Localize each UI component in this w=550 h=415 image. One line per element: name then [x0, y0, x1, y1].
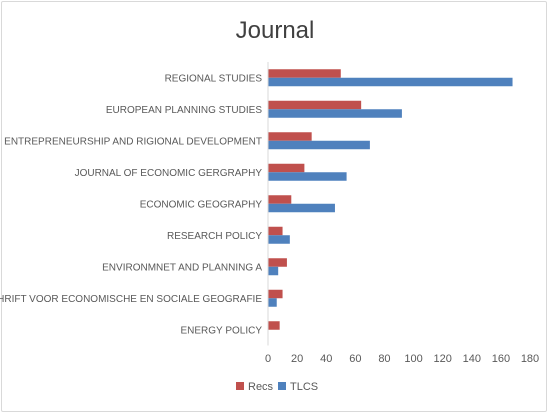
legend-swatch-recs [236, 382, 244, 390]
legend-label-recs: Recs [248, 381, 274, 393]
bars-group [268, 69, 513, 330]
x-tick-label-5: 100 [404, 353, 422, 365]
category-label-8: ENERGY POLICY [180, 325, 262, 336]
bar-tlcs-5 [268, 235, 290, 244]
category-label-3: JOURNAL OF ECONOMIC GERGRAPHY [75, 168, 263, 179]
x-tick-label-7: 140 [463, 353, 481, 365]
x-tick-label-9: 180 [521, 353, 539, 365]
x-tick-label-4: 80 [378, 353, 390, 365]
category-label-6: ENVIRONMNET AND PLANNING A [102, 262, 262, 273]
x-tick-labels: 0 20 40 60 80 100 120 140 160 180 [265, 353, 539, 365]
x-tick-label-3: 60 [349, 353, 361, 365]
bar-recs-3 [268, 163, 305, 173]
bar-tlcs-4 [268, 203, 335, 213]
bar-recs-7 [268, 289, 283, 299]
bar-recs-2 [268, 132, 312, 141]
bar-tlcs-7 [268, 298, 277, 307]
legend-swatch-tlcs [278, 382, 286, 390]
bar-recs-4 [268, 195, 292, 204]
category-label-7: TIJDSCHRIFT VOOR ECONOMISCHE EN SOCIALE … [0, 294, 262, 305]
x-tick-label-8: 160 [492, 353, 510, 365]
x-tick-label-0: 0 [265, 353, 271, 365]
category-label-4: ECONOMIC GEOGRAPHY [140, 199, 263, 210]
legend: Recs TLCS [236, 381, 318, 393]
category-label-1: EUROPEAN PLANNING STUDIES [106, 105, 262, 116]
bar-recs-1 [268, 100, 362, 110]
bar-recs-0 [268, 69, 341, 78]
category-label-2: ENTREPRENEURSHIP AND RIGIONAL DEVELOPMEN… [4, 136, 262, 147]
category-labels: REGIONAL STUDIES EUROPEAN PLANNING STUDIE… [0, 73, 262, 336]
bar-recs-8 [268, 321, 280, 330]
bar-tlcs-2 [268, 140, 370, 150]
category-label-0: REGIONAL STUDIES [165, 73, 263, 84]
chart-title: Journal [236, 17, 315, 44]
x-tick-label-1: 20 [291, 353, 303, 365]
x-tick-label-2: 40 [320, 353, 332, 365]
bar-tlcs-0 [268, 77, 513, 87]
legend-label-tlcs: TLCS [290, 381, 318, 393]
bar-recs-5 [268, 226, 283, 236]
x-tick-label-6: 120 [433, 353, 451, 365]
bar-tlcs-6 [268, 266, 279, 276]
bar-tlcs-1 [268, 109, 402, 118]
category-label-5: RESEARCH POLICY [167, 231, 262, 242]
bar-recs-6 [268, 258, 287, 267]
bar-tlcs-3 [268, 172, 347, 181]
